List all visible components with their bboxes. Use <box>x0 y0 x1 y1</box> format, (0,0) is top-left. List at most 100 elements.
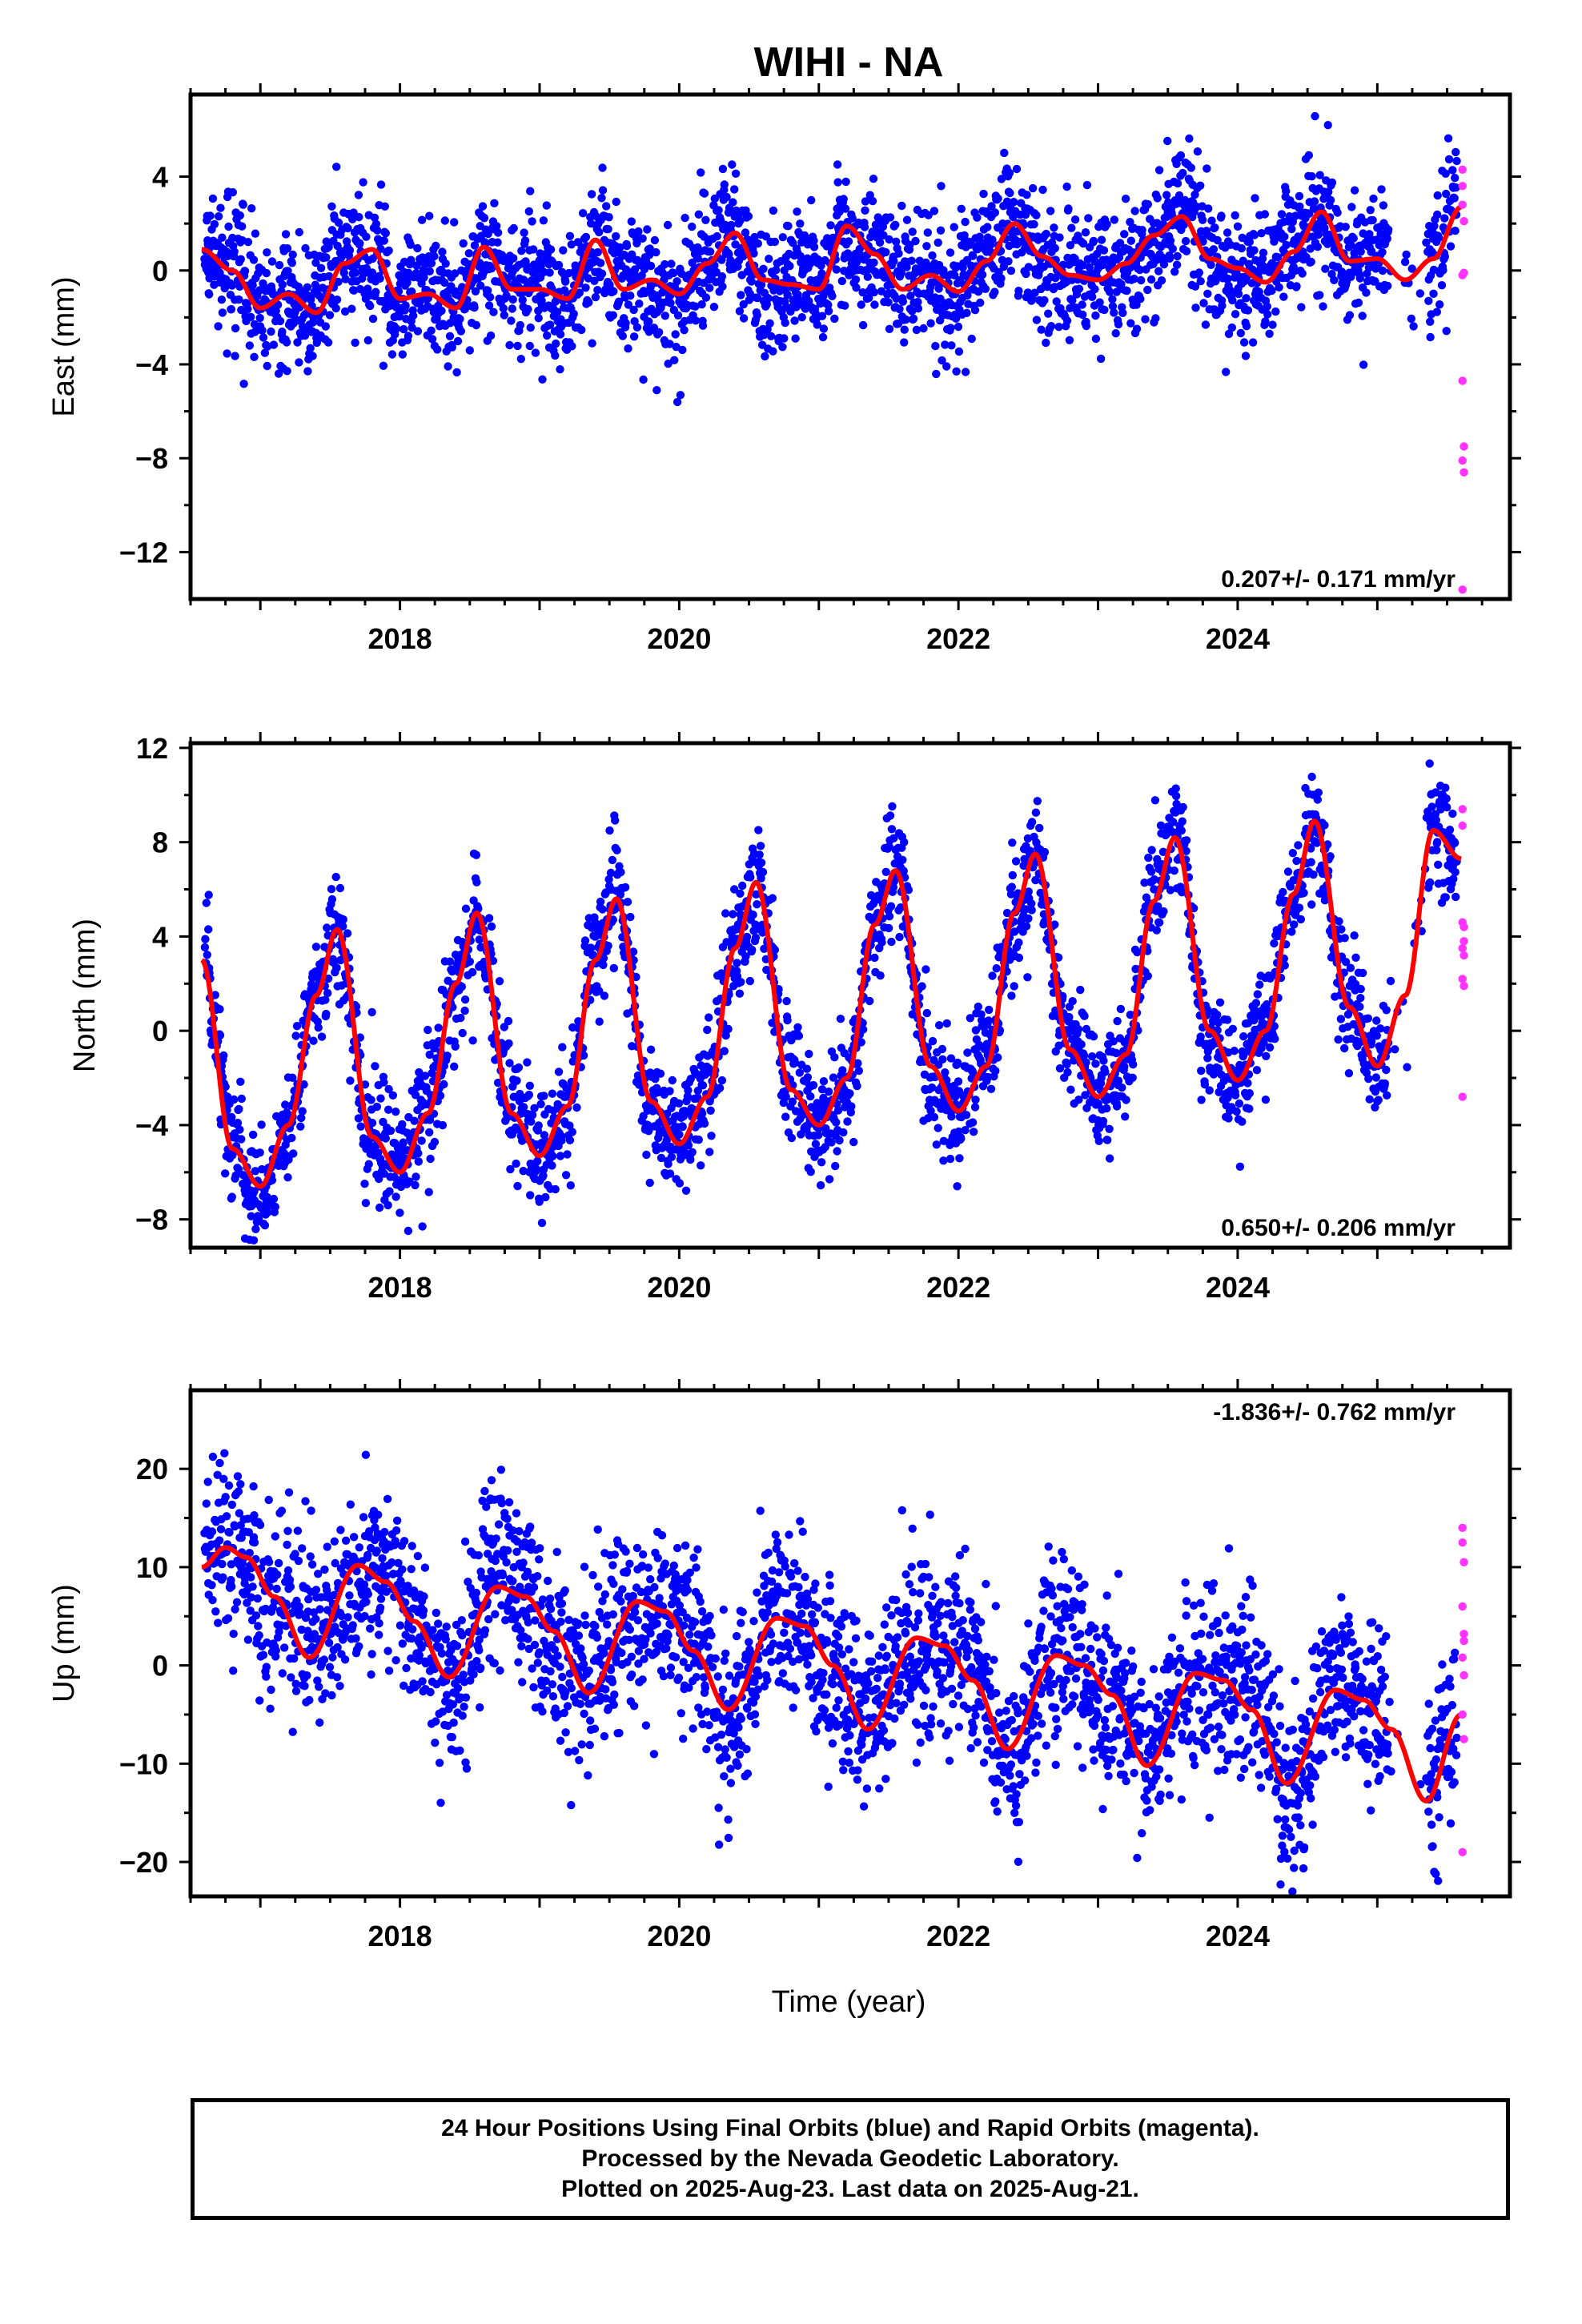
final-point <box>1378 247 1387 257</box>
final-point <box>805 1049 813 1059</box>
final-point <box>1114 320 1123 329</box>
final-point <box>380 202 389 211</box>
final-point <box>731 169 741 178</box>
final-point <box>765 319 774 328</box>
final-point <box>1383 281 1392 291</box>
final-point <box>1176 151 1186 160</box>
final-point <box>359 178 367 187</box>
final-point <box>554 1068 564 1076</box>
final-point <box>663 220 673 230</box>
final-point <box>1010 982 1018 991</box>
final-point <box>994 194 1002 203</box>
final-point <box>955 1154 964 1163</box>
final-point <box>700 189 709 198</box>
final-point <box>593 247 602 257</box>
final-point <box>1310 197 1319 206</box>
final-point <box>1358 312 1367 320</box>
final-point <box>644 317 653 326</box>
final-point <box>901 315 910 324</box>
final-point <box>303 367 312 376</box>
final-point <box>561 1171 571 1180</box>
final-point <box>513 1181 522 1191</box>
final-point <box>1204 204 1213 213</box>
final-point <box>425 211 434 220</box>
final-point <box>1241 352 1251 360</box>
final-point <box>1440 252 1450 261</box>
final-point <box>978 270 987 279</box>
final-point <box>715 1084 725 1092</box>
final-point <box>464 249 473 258</box>
final-point <box>928 251 937 260</box>
final-point <box>1033 797 1042 806</box>
final-point <box>753 293 762 303</box>
final-point <box>567 240 576 249</box>
final-point <box>713 231 721 241</box>
final-point <box>717 1076 727 1085</box>
final-point <box>817 1158 826 1167</box>
final-point <box>470 303 479 312</box>
final-point <box>694 210 703 219</box>
final-point <box>639 375 648 384</box>
final-point <box>410 1116 419 1125</box>
final-point <box>1440 214 1449 223</box>
final-point <box>742 932 752 942</box>
final-point <box>937 182 946 191</box>
final-point <box>351 268 360 277</box>
final-point <box>445 957 455 966</box>
final-point <box>1207 260 1215 269</box>
final-point <box>865 996 874 1006</box>
final-point <box>674 1099 684 1108</box>
final-point <box>733 959 741 967</box>
final-point <box>1259 248 1268 257</box>
final-point <box>888 802 897 811</box>
final-point <box>757 280 766 289</box>
final-point <box>361 1199 371 1208</box>
final-point <box>936 226 946 235</box>
final-point <box>425 267 434 275</box>
final-point <box>586 943 596 952</box>
final-point <box>739 300 748 309</box>
final-point <box>1426 332 1435 342</box>
final-point <box>1260 210 1270 219</box>
final-point <box>650 235 660 245</box>
final-point <box>269 340 279 349</box>
final-point <box>809 236 818 245</box>
final-point <box>637 271 646 280</box>
final-point <box>248 1130 258 1140</box>
final-point <box>706 1106 715 1116</box>
final-point <box>825 1175 834 1184</box>
final-point <box>705 1148 714 1156</box>
final-point <box>693 254 702 263</box>
final-point <box>1287 224 1296 234</box>
final-point <box>640 288 649 298</box>
final-point <box>1182 247 1191 255</box>
final-point <box>239 380 248 388</box>
final-point <box>1178 168 1187 178</box>
final-point <box>385 1187 394 1196</box>
final-point <box>381 1134 390 1143</box>
final-point <box>411 1180 420 1190</box>
final-point <box>438 1120 448 1130</box>
final-point <box>802 1064 812 1073</box>
final-point <box>443 1051 452 1060</box>
final-point <box>278 328 287 336</box>
final-point <box>255 313 264 323</box>
final-point <box>772 266 781 275</box>
final-point <box>1243 306 1253 315</box>
final-point <box>1074 1025 1083 1034</box>
final-point <box>1196 277 1205 286</box>
final-point <box>368 314 378 324</box>
rapid-point <box>1458 376 1467 385</box>
final-point <box>1006 188 1014 198</box>
final-point <box>855 244 865 254</box>
final-point <box>950 271 959 279</box>
final-point <box>1099 246 1109 255</box>
final-point <box>1333 208 1342 217</box>
final-point <box>735 307 745 316</box>
final-point <box>1345 311 1355 320</box>
final-point <box>841 177 850 187</box>
final-point <box>1007 991 1016 1000</box>
final-point <box>367 1096 375 1104</box>
final-point <box>1044 309 1053 318</box>
